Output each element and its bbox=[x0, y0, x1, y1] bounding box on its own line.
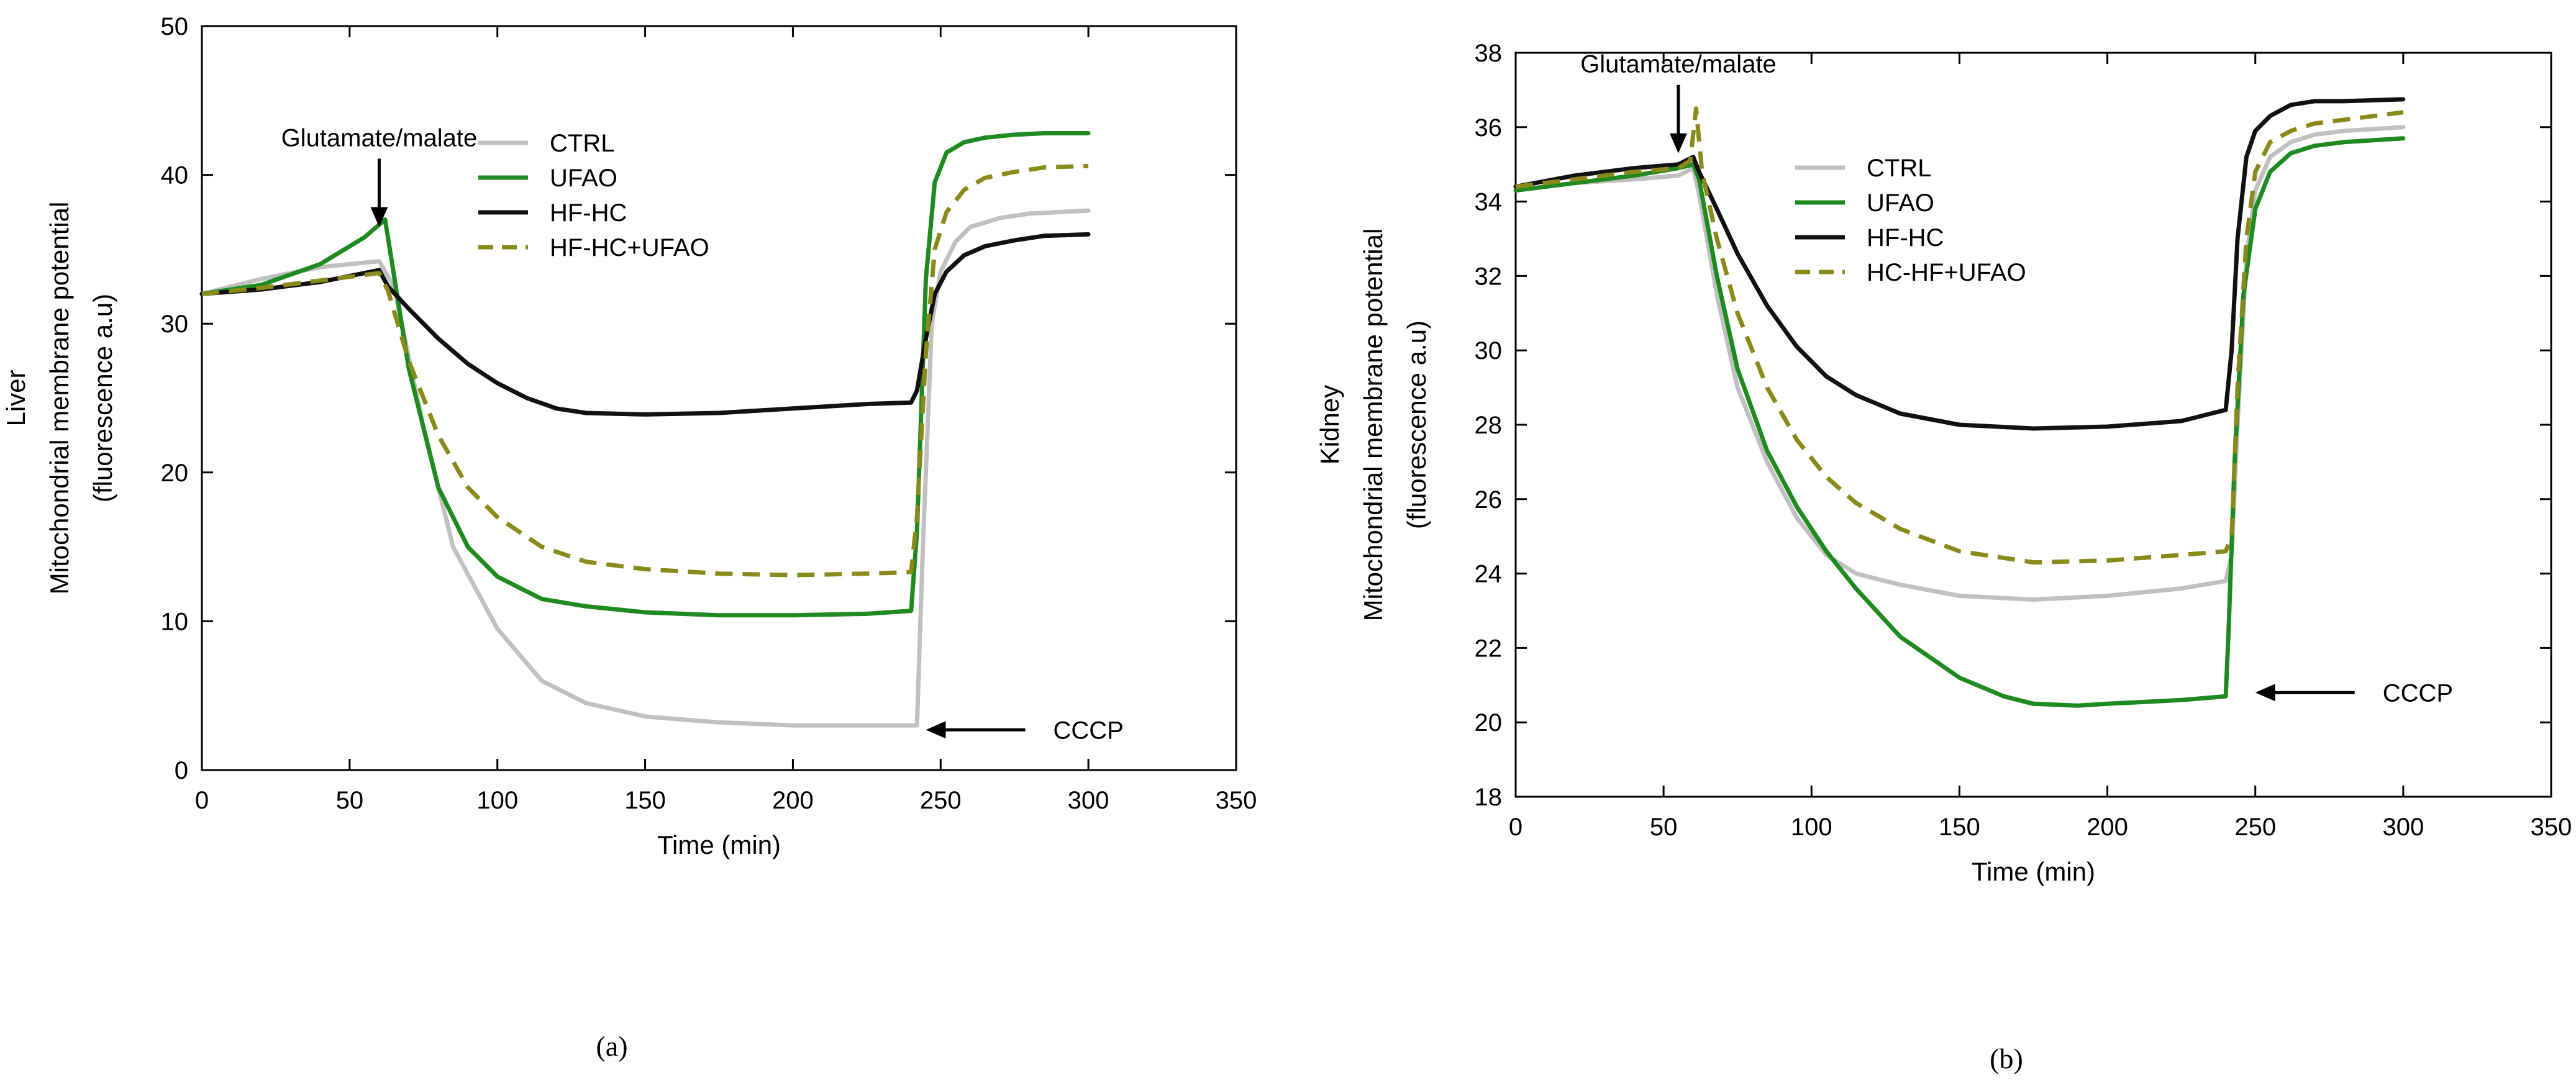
x-tick-label: 300 bbox=[1068, 787, 1109, 814]
y-tick-label: 32 bbox=[1475, 263, 1503, 290]
legend-label: HF-HC bbox=[1867, 224, 1944, 252]
x-tick-label: 100 bbox=[1791, 814, 1832, 841]
y-tick-label: 50 bbox=[161, 13, 189, 40]
y-tick-label: 18 bbox=[1475, 784, 1503, 811]
legend-label: HC-HF+UFAO bbox=[1867, 259, 2026, 286]
series-line-ufao bbox=[1513, 136, 2406, 708]
y-tick-label: 20 bbox=[161, 460, 189, 487]
series-line-ctrl bbox=[199, 208, 1091, 728]
series-line-hf-hc bbox=[199, 232, 1091, 417]
y-axis-title: Liver bbox=[1, 369, 30, 426]
series-line-hc-hf-ufao bbox=[1515, 106, 2404, 565]
y-tick-label: 36 bbox=[1475, 114, 1503, 142]
x-axis-title: Time (min) bbox=[657, 830, 781, 859]
y-axis-title: (fluorescence a.u) bbox=[1402, 320, 1431, 529]
x-tick-label: 0 bbox=[1509, 814, 1522, 841]
annotation-label: CCCP bbox=[2383, 679, 2453, 707]
plot-frame bbox=[201, 25, 1237, 771]
x-tick-label: 200 bbox=[772, 787, 814, 814]
y-axis-title: Mitochondrial membrane potential bbox=[45, 202, 74, 595]
x-tick-label: 50 bbox=[1650, 814, 1678, 841]
arrow-head-icon bbox=[370, 207, 388, 227]
annotation-cccp: CCCP bbox=[2255, 679, 2453, 707]
y-tick-label: 26 bbox=[1475, 486, 1503, 514]
x-tick-label: 200 bbox=[2087, 814, 2128, 841]
x-tick-label: 350 bbox=[1216, 787, 1257, 814]
arrow-head-icon bbox=[1669, 133, 1687, 153]
x-tick-label: 0 bbox=[195, 787, 209, 814]
x-tick-label: 350 bbox=[2531, 814, 2572, 841]
y-tick-label: 40 bbox=[161, 162, 189, 189]
annotation-label: CCCP bbox=[1054, 717, 1124, 744]
x-tick-label: 250 bbox=[2234, 814, 2276, 841]
legend: CTRL UFAO HF-HC HC-HF+UFAO bbox=[1795, 155, 2026, 286]
x-tick-label: 150 bbox=[624, 787, 666, 814]
series-line-ufao bbox=[199, 131, 1091, 618]
series-line-hf-hc-ufao bbox=[201, 163, 1089, 578]
y-tick-label: 22 bbox=[1475, 635, 1503, 662]
arrow-head-icon bbox=[2255, 684, 2275, 702]
y-tick-label: 30 bbox=[1475, 337, 1503, 365]
x-tick-label: 50 bbox=[336, 787, 364, 814]
y-tick-label: 24 bbox=[1475, 561, 1503, 588]
annotation-label: Glutamate/malate bbox=[1580, 51, 1777, 78]
legend: CTRL UFAO HF-HC HF-HC+UFAO bbox=[478, 130, 709, 261]
y-tick-label: 28 bbox=[1475, 412, 1503, 439]
legend-label: UFAO bbox=[1867, 189, 1934, 217]
y-tick-label: 20 bbox=[1475, 709, 1503, 737]
y-axis-title: Mitochondrial membrane potential bbox=[1359, 229, 1388, 622]
y-tick-label: 38 bbox=[1475, 40, 1503, 67]
y-tick-label: 30 bbox=[161, 311, 189, 338]
y-tick-label: 10 bbox=[161, 608, 189, 635]
chart-panel-kidney: 0 50 100 150 200 250 300 350 18 20 22 24 26 28 30 32 34 3… bbox=[1315, 40, 2572, 1074]
arrow-head-icon bbox=[926, 721, 946, 739]
x-axis-title: Time (min) bbox=[1972, 857, 2095, 886]
annotation-label: Glutamate/malate bbox=[281, 124, 478, 152]
chart-panel-liver: 0 50 100 150 200 250 300 350 0 10 20 30 40 50 Time (mi… bbox=[1, 13, 1257, 1062]
x-tick-label: 100 bbox=[476, 787, 518, 814]
x-tick-label: 250 bbox=[920, 787, 962, 814]
panel-caption: (b) bbox=[1990, 1043, 2023, 1074]
panel-caption: (a) bbox=[596, 1030, 627, 1062]
x-tick-label: 300 bbox=[2382, 814, 2424, 841]
annotation-cccp: CCCP bbox=[926, 717, 1124, 744]
legend-label: CTRL bbox=[1867, 155, 1931, 182]
y-axis-title: Kidney bbox=[1315, 385, 1344, 465]
y-tick-label: 34 bbox=[1475, 189, 1503, 216]
series-line-hf-hc bbox=[1513, 97, 2406, 431]
legend-label: HF-HC+UFAO bbox=[550, 234, 709, 261]
x-tick-label: 150 bbox=[1939, 814, 1980, 841]
y-tick-label: 0 bbox=[175, 757, 188, 784]
legend-label: UFAO bbox=[550, 165, 617, 192]
y-axis-title: (fluorescence a.u) bbox=[88, 294, 117, 502]
annotation-glutamate-malate: Glutamate/malate bbox=[1580, 51, 1777, 153]
legend-label: CTRL bbox=[550, 130, 614, 157]
series-line-ctrl bbox=[1513, 125, 2406, 602]
legend-label: HF-HC bbox=[550, 199, 627, 227]
annotation-glutamate-malate: Glutamate/malate bbox=[281, 124, 478, 227]
